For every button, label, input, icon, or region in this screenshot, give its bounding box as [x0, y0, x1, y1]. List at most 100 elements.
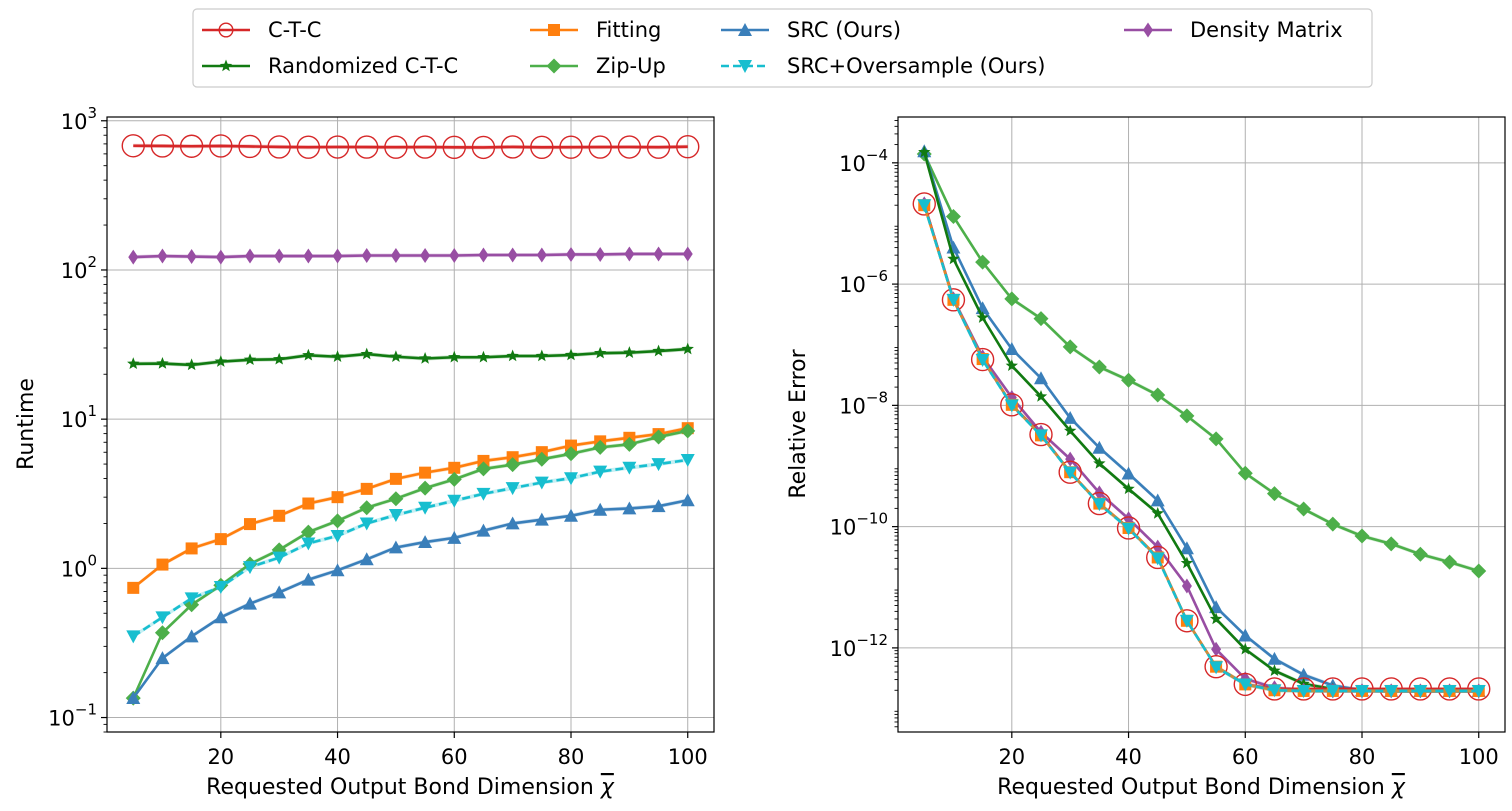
runtime-series-c-t-c-point: [588, 135, 612, 159]
runtime-y-tick-label: 101: [61, 402, 97, 432]
runtime-series-src-oversample-ours-point: [359, 517, 374, 531]
runtime-series-src-ours-point: [622, 501, 637, 515]
runtime-series-c-t-c-point: [179, 134, 204, 158]
legend-swatch-src: [721, 23, 769, 36]
runtime-series-fitting-point: [477, 454, 490, 467]
error-series-density-matrix: [919, 196, 1484, 699]
error-series-src-oversample-ours-point: [1033, 429, 1048, 443]
error-series-zip-up-point: [1442, 554, 1458, 570]
error-series-src-ours-band: [924, 149, 1479, 693]
runtime-series-density-matrix-point: [653, 246, 664, 262]
error-series-src-ours-point: [1063, 410, 1078, 424]
error-series-fitting: [918, 199, 1485, 697]
legend-label-src-oversample: SRC+Oversample (Ours): [787, 54, 1045, 78]
legend-swatch-randomized-ctc: [202, 59, 250, 72]
runtime-series-zip-up-point: [359, 500, 375, 516]
runtime-series-src-oversample-ours-point: [126, 630, 141, 644]
legend-entry-ctc: C-T-C: [202, 18, 321, 42]
runtime-y-tick-label: 10−1: [48, 701, 97, 731]
runtime-series-src-ours-point: [680, 493, 695, 507]
runtime-series-density-matrix-point: [507, 247, 518, 263]
runtime-series-c-t-c-point: [471, 135, 496, 160]
error-x-axis-label-text: Requested Output Bond Dimension: [997, 775, 1385, 800]
legend-swatch-ctc: [202, 22, 250, 38]
runtime-series-zip-up-point: [592, 439, 608, 455]
runtime-series-zip-up: [125, 423, 696, 706]
runtime-series-randomized-c-t-c-point: [594, 346, 607, 359]
error-series-c-t-c-point: [1437, 677, 1462, 701]
error-series-randomized-c-t-c: [918, 145, 1485, 697]
runtime-series-fitting-point: [360, 482, 373, 495]
runtime-series-c-t-c-point: [676, 135, 700, 159]
runtime-series-src-oversample-ours-point: [301, 537, 316, 551]
runtime-y-tick-exponent: 1: [87, 402, 97, 420]
error-series-src-oversample-ours-point: [1355, 684, 1370, 698]
error-series-src-ours-point: [1033, 371, 1048, 385]
runtime-x-tick-label: 60: [441, 745, 468, 769]
error-series-zip-up-point: [1004, 291, 1020, 307]
error-series-src-ours-line: [923, 150, 1479, 693]
runtime-series-density-matrix-point: [420, 248, 431, 264]
runtime-series-src-oversample-ours-point: [242, 561, 257, 575]
error-series-c-t-c-point: [1321, 677, 1345, 701]
runtime-series-c-t-c-point: [617, 135, 642, 159]
legend-label-ctc: C-T-C: [268, 18, 321, 42]
error-series-zip-up-line: [923, 153, 1480, 573]
runtime-y-tick-label: 102: [61, 253, 97, 283]
runtime-x-axis-symbol: χ: [600, 775, 615, 800]
error-series-zip-up-point: [1412, 546, 1428, 562]
legend-entry-zip-up: Zip-Up: [530, 54, 666, 78]
error-series-src-oversample-ours-point: [917, 199, 932, 213]
error-series-zip-up-point: [1062, 339, 1078, 355]
runtime-series-src-oversample-ours-point: [622, 461, 637, 475]
error-series-randomized-c-t-c-point: [1239, 642, 1252, 655]
error-series-zip-up-point: [1179, 408, 1195, 424]
error-series-src-ours-point: [1121, 466, 1136, 480]
error-y-tick-base: 10: [839, 152, 866, 176]
runtime-series-fitting-point: [214, 533, 227, 546]
runtime-series-randomized-c-t-c-point: [506, 349, 519, 362]
error-series-src-ours-point: [1004, 342, 1019, 355]
error-series-zip-up-band: [924, 151, 1479, 574]
error-series-src-oversample-ours-point: [1121, 522, 1136, 536]
legend-src-oversample-ours-marker: [738, 60, 752, 73]
error-series-src-oversample-ours-point: [1296, 684, 1311, 698]
runtime-series-src-oversample-ours-point: [184, 592, 199, 606]
error-y-tick-exponent: −8: [866, 388, 888, 406]
error-series-randomized-c-t-c-point: [1064, 424, 1077, 437]
error-series-c-t-c-point: [1408, 677, 1433, 701]
runtime-series-density-matrix-point: [186, 249, 197, 265]
error-series-c-t-c-point: [1379, 677, 1403, 701]
runtime-series-src-ours-point: [126, 691, 141, 705]
error-series-density-matrix-point: [1065, 451, 1076, 467]
runtime-series-src-oversample-ours-point: [564, 472, 579, 486]
runtime-series-randomized-c-t-c-point: [360, 347, 373, 360]
runtime-y-tick-exponent: 3: [87, 104, 97, 122]
runtime-series-c-t-c-point: [442, 135, 466, 160]
error-series-src-oversample-ours-line: [923, 204, 1479, 693]
legend-entry-fitting: Fitting: [530, 18, 661, 42]
error-series-src-oversample-ours-point: [1238, 678, 1253, 692]
runtime-series-src-oversample-ours-point: [680, 453, 695, 467]
runtime-x-tick-label: 100: [668, 745, 708, 769]
error-series-src-oversample-ours-point: [1092, 498, 1107, 512]
error-series-src-oversample-ours: [917, 199, 1486, 698]
error-series-c-t-c-point: [1029, 422, 1053, 447]
runtime-series-randomized-c-t-c-point: [652, 344, 665, 357]
legend-label-density-matrix: Density Matrix: [1190, 18, 1343, 42]
runtime-series-fitting-point: [273, 509, 286, 522]
error-series-zip-up-point: [1121, 372, 1137, 388]
runtime-series-density-matrix-point: [332, 248, 343, 264]
runtime-series-src-oversample-ours-band: [133, 457, 688, 639]
error-series-src-oversample-ours-point: [1209, 661, 1224, 675]
runtime-series-c-t-c-point: [296, 135, 321, 159]
error-x-axis-symbol: χ: [1391, 775, 1406, 800]
error-series-src-oversample-ours-point: [1442, 684, 1457, 698]
legend-swatch-density-matrix: [1124, 22, 1172, 38]
runtime-grid: [107, 117, 714, 732]
runtime-series-c-t-c-point: [209, 134, 233, 158]
error-series-src-ours: [917, 144, 1486, 697]
